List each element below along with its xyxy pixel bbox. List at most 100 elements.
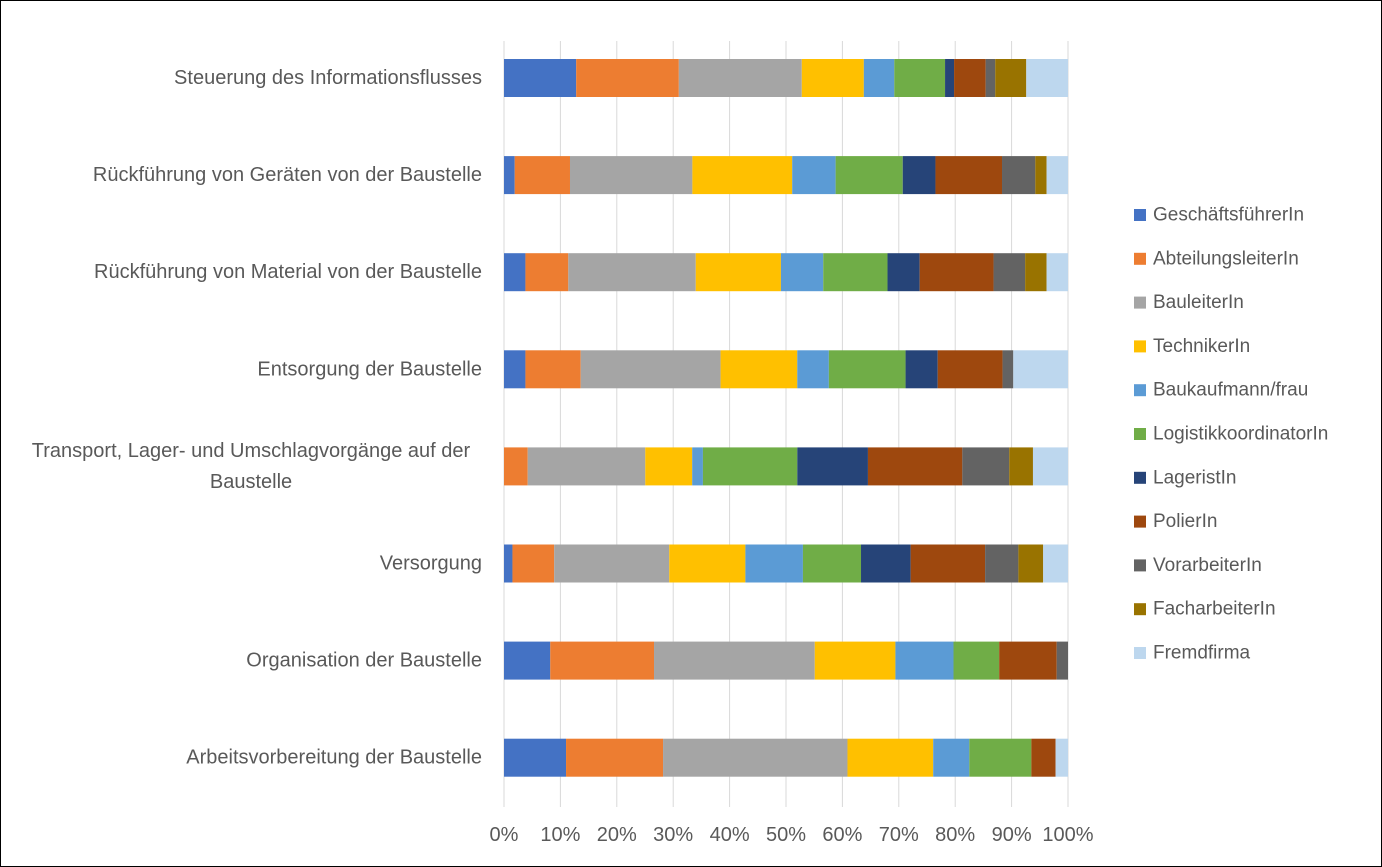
legend-label: TechnikerIn: [1153, 336, 1250, 357]
legend-swatch: [1134, 471, 1146, 484]
bar-segment: [1018, 544, 1044, 583]
legend-item: BauleiterIn: [1134, 292, 1244, 313]
legend-swatch: [1134, 515, 1146, 528]
legend-item: TechnikerIn: [1134, 336, 1250, 357]
x-tick-label: 30%: [653, 824, 693, 846]
legend: GeschäftsführerIn AbteilungsleiterIn Baule…: [1134, 205, 1328, 664]
bar-segment: [993, 253, 1026, 292]
legend-item: AbteilungsleiterIn: [1134, 248, 1299, 269]
bar-segment: [678, 59, 802, 97]
bar-segment: [525, 253, 569, 292]
bar-segment: [995, 59, 1027, 97]
bar-segment: [985, 544, 1019, 583]
legend-swatch: [1134, 603, 1146, 616]
category-label: Versorgung: [380, 553, 482, 575]
category-label: Baustelle: [210, 471, 292, 493]
legend-label: VorarbeiterIn: [1153, 555, 1262, 576]
legend-label: LogistikkoordinatorIn: [1153, 424, 1328, 445]
category-label: Steuerung des Informationsflusses: [174, 67, 482, 89]
bar-segment: [1031, 738, 1056, 777]
bar-segment: [802, 544, 862, 583]
bar-segment: [702, 447, 798, 486]
x-axis-tick-labels: 0% 10% 20% 30% 40% 50% 60% 70% 80% 90% 100%: [490, 824, 1094, 846]
bar-segment: [695, 253, 781, 292]
bar-segment: [823, 253, 888, 292]
legend-item: FacharbeiterIn: [1134, 599, 1276, 620]
bar-row: [504, 641, 1068, 680]
bar-segment: [692, 447, 703, 486]
legend-swatch: [1134, 647, 1146, 659]
bar-segment: [1046, 156, 1068, 195]
bar-row: [504, 59, 1068, 97]
x-tick-label: 70%: [879, 824, 919, 846]
legend-swatch: [1134, 209, 1146, 221]
bar-segment: [645, 447, 693, 486]
bar-segment: [525, 350, 581, 389]
category-label: Rückführung von Material von der Baustel…: [94, 261, 482, 283]
category-label: Entsorgung der Baustelle: [257, 358, 482, 380]
bar-segment: [504, 738, 567, 777]
legend-swatch: [1134, 428, 1146, 440]
bar-segment: [953, 641, 1000, 680]
bar-segment: [580, 350, 721, 389]
bar-segment: [1043, 544, 1068, 583]
bar-segment: [568, 253, 696, 292]
x-tick-label: 0%: [490, 824, 519, 846]
bar-segment: [863, 59, 895, 97]
x-tick-label: 100%: [1042, 824, 1093, 846]
bar-row: [504, 738, 1068, 777]
x-tick-label: 60%: [822, 824, 862, 846]
x-tick-label: 10%: [540, 824, 580, 846]
legend-swatch: [1134, 384, 1146, 397]
bar-segment: [504, 59, 577, 97]
bar-segment: [933, 738, 970, 777]
bar-segment: [847, 738, 934, 777]
x-tick-label: 90%: [992, 824, 1032, 846]
legend-swatch: [1134, 296, 1146, 309]
bar-segment: [867, 447, 963, 486]
bar-segment: [792, 156, 836, 195]
legend-label: AbteilungsleiterIn: [1153, 248, 1299, 269]
legend-item: Baukaufmann/frau: [1134, 380, 1308, 401]
category-label: Organisation der Baustelle: [246, 650, 482, 672]
legend-item: VorarbeiterIn: [1134, 555, 1262, 576]
bar-segment: [504, 253, 526, 292]
x-tick-label: 80%: [935, 824, 975, 846]
bar-segment: [566, 738, 664, 777]
bar-row: [504, 350, 1068, 389]
legend-label: FacharbeiterIn: [1153, 599, 1276, 620]
bar-segment: [962, 447, 1010, 486]
bar-segment: [801, 59, 864, 97]
legend-item: GeschäftsführerIn: [1134, 205, 1304, 226]
bar-segment: [910, 544, 986, 583]
legend-label: LageristIn: [1153, 467, 1236, 488]
legend-label: BauleiterIn: [1153, 292, 1244, 313]
bar-segment: [504, 447, 528, 486]
bar-segment: [797, 350, 829, 389]
bar-segment: [861, 544, 911, 583]
bar-segment: [504, 641, 551, 680]
bar-segment: [835, 156, 903, 195]
bar-segment: [902, 156, 936, 195]
bar-segment: [1035, 156, 1047, 195]
bar-segment: [894, 59, 946, 97]
category-labels: Steuerung des Informationsflusses Rückfüh…: [32, 67, 482, 769]
category-label: Arbeitsvorbereitung der Baustelle: [186, 747, 482, 769]
bar-segment: [828, 350, 906, 389]
legend-swatch: [1134, 252, 1146, 265]
legend-label: Baukaufmann/frau: [1153, 380, 1308, 401]
bar-segment: [745, 544, 803, 583]
bar-segment: [937, 350, 1003, 389]
bar-segment: [504, 156, 515, 195]
bar-segment: [1032, 447, 1068, 486]
bar-segment: [720, 350, 798, 389]
bar-segment: [1056, 641, 1068, 680]
x-tick-label: 50%: [766, 824, 806, 846]
bar-segment: [969, 738, 1032, 777]
bar-segment: [550, 641, 655, 680]
bar-segment: [895, 641, 954, 680]
legend-label: GeschäftsführerIn: [1153, 205, 1304, 226]
bar-segment: [554, 544, 670, 583]
